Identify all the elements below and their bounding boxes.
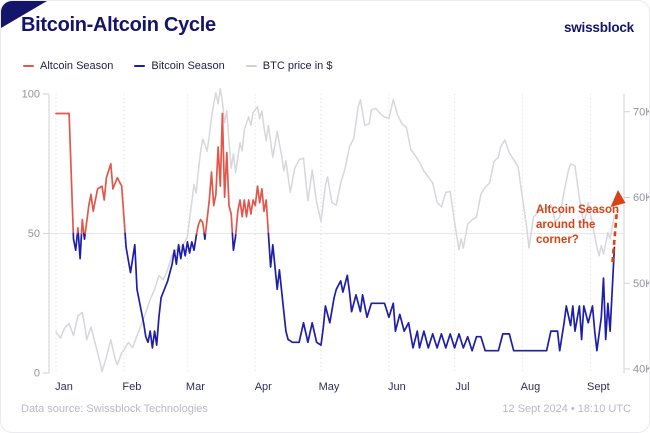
bitcoin-season-line-segment	[72, 232, 79, 252]
right-axis-tick-label: 70K	[633, 106, 650, 118]
bitcoin-season-line-segment	[124, 232, 198, 349]
altcoin-season-line-segment	[80, 218, 85, 235]
legend-swatch-icon	[23, 64, 34, 68]
bitcoin-season-line-segment	[231, 232, 237, 252]
x-axis-month-label: May	[319, 381, 340, 393]
bitcoin-season-line-segment	[82, 232, 87, 240]
timestamp-label: 12 Sept 2024 • 18:10 UTC	[502, 403, 631, 415]
right-axis-tick-label: 50K	[633, 278, 650, 290]
legend-swatch-icon	[134, 64, 146, 68]
x-axis-month-label: Apr	[255, 381, 272, 393]
bitcoin-season-line-segment	[203, 232, 207, 240]
annotation-arrow-head	[610, 190, 626, 207]
btc-price-line	[55, 87, 616, 373]
left-axis-tick-label: 100	[22, 89, 40, 101]
altcoin-season-line-segment	[234, 185, 270, 235]
altcoin-season-line-segment	[204, 112, 234, 235]
x-axis-month-label: Jul	[456, 381, 470, 393]
bitcoin-season-line-segment	[77, 232, 83, 260]
bitcoin-season-line-segment	[267, 232, 616, 352]
legend-swatch-icon	[245, 64, 257, 68]
x-axis-month-label: Feb	[122, 381, 141, 393]
left-axis-tick-label: 0	[34, 368, 40, 380]
right-axis-tick-label: 60K	[633, 192, 650, 204]
legend-item: Altcoin Season	[23, 60, 113, 72]
legend-label: Bitcoin Season	[151, 60, 225, 72]
left-axis-tick-label: 50	[28, 228, 40, 240]
altcoin-season-line-segment	[55, 112, 75, 235]
legend-item: BTC price in $	[245, 60, 333, 72]
x-axis-month-label: Jun	[388, 381, 406, 393]
data-source-label: Data source: Swissblock Technologies	[21, 403, 208, 415]
page-title: Bitcoin-Altcoin Cycle	[21, 14, 216, 36]
altcoin-season-line-segment	[195, 218, 206, 235]
legend-label: Altcoin Season	[40, 60, 114, 72]
x-axis-month-label: Jan	[55, 381, 73, 393]
altcoin-season-line-segment	[84, 162, 126, 235]
x-axis-month-label: Sept	[587, 381, 610, 393]
x-axis-month-label: Mar	[186, 381, 205, 393]
annotation-arrow-shaft	[611, 209, 619, 263]
altcoin-season-line-segment	[76, 227, 80, 235]
swissblock-logo: swissblock	[563, 20, 634, 35]
annotation-altcoin-season: Altcoin Season around the corner?	[536, 204, 620, 246]
legend-item: Bitcoin Season	[134, 60, 225, 72]
x-axis-month-label: Aug	[521, 381, 541, 393]
right-axis-tick-label: 40K	[633, 364, 650, 376]
legend: Altcoin Season Bitcoin Season BTC price in…	[23, 60, 332, 72]
legend-label: BTC price in $	[262, 60, 333, 72]
